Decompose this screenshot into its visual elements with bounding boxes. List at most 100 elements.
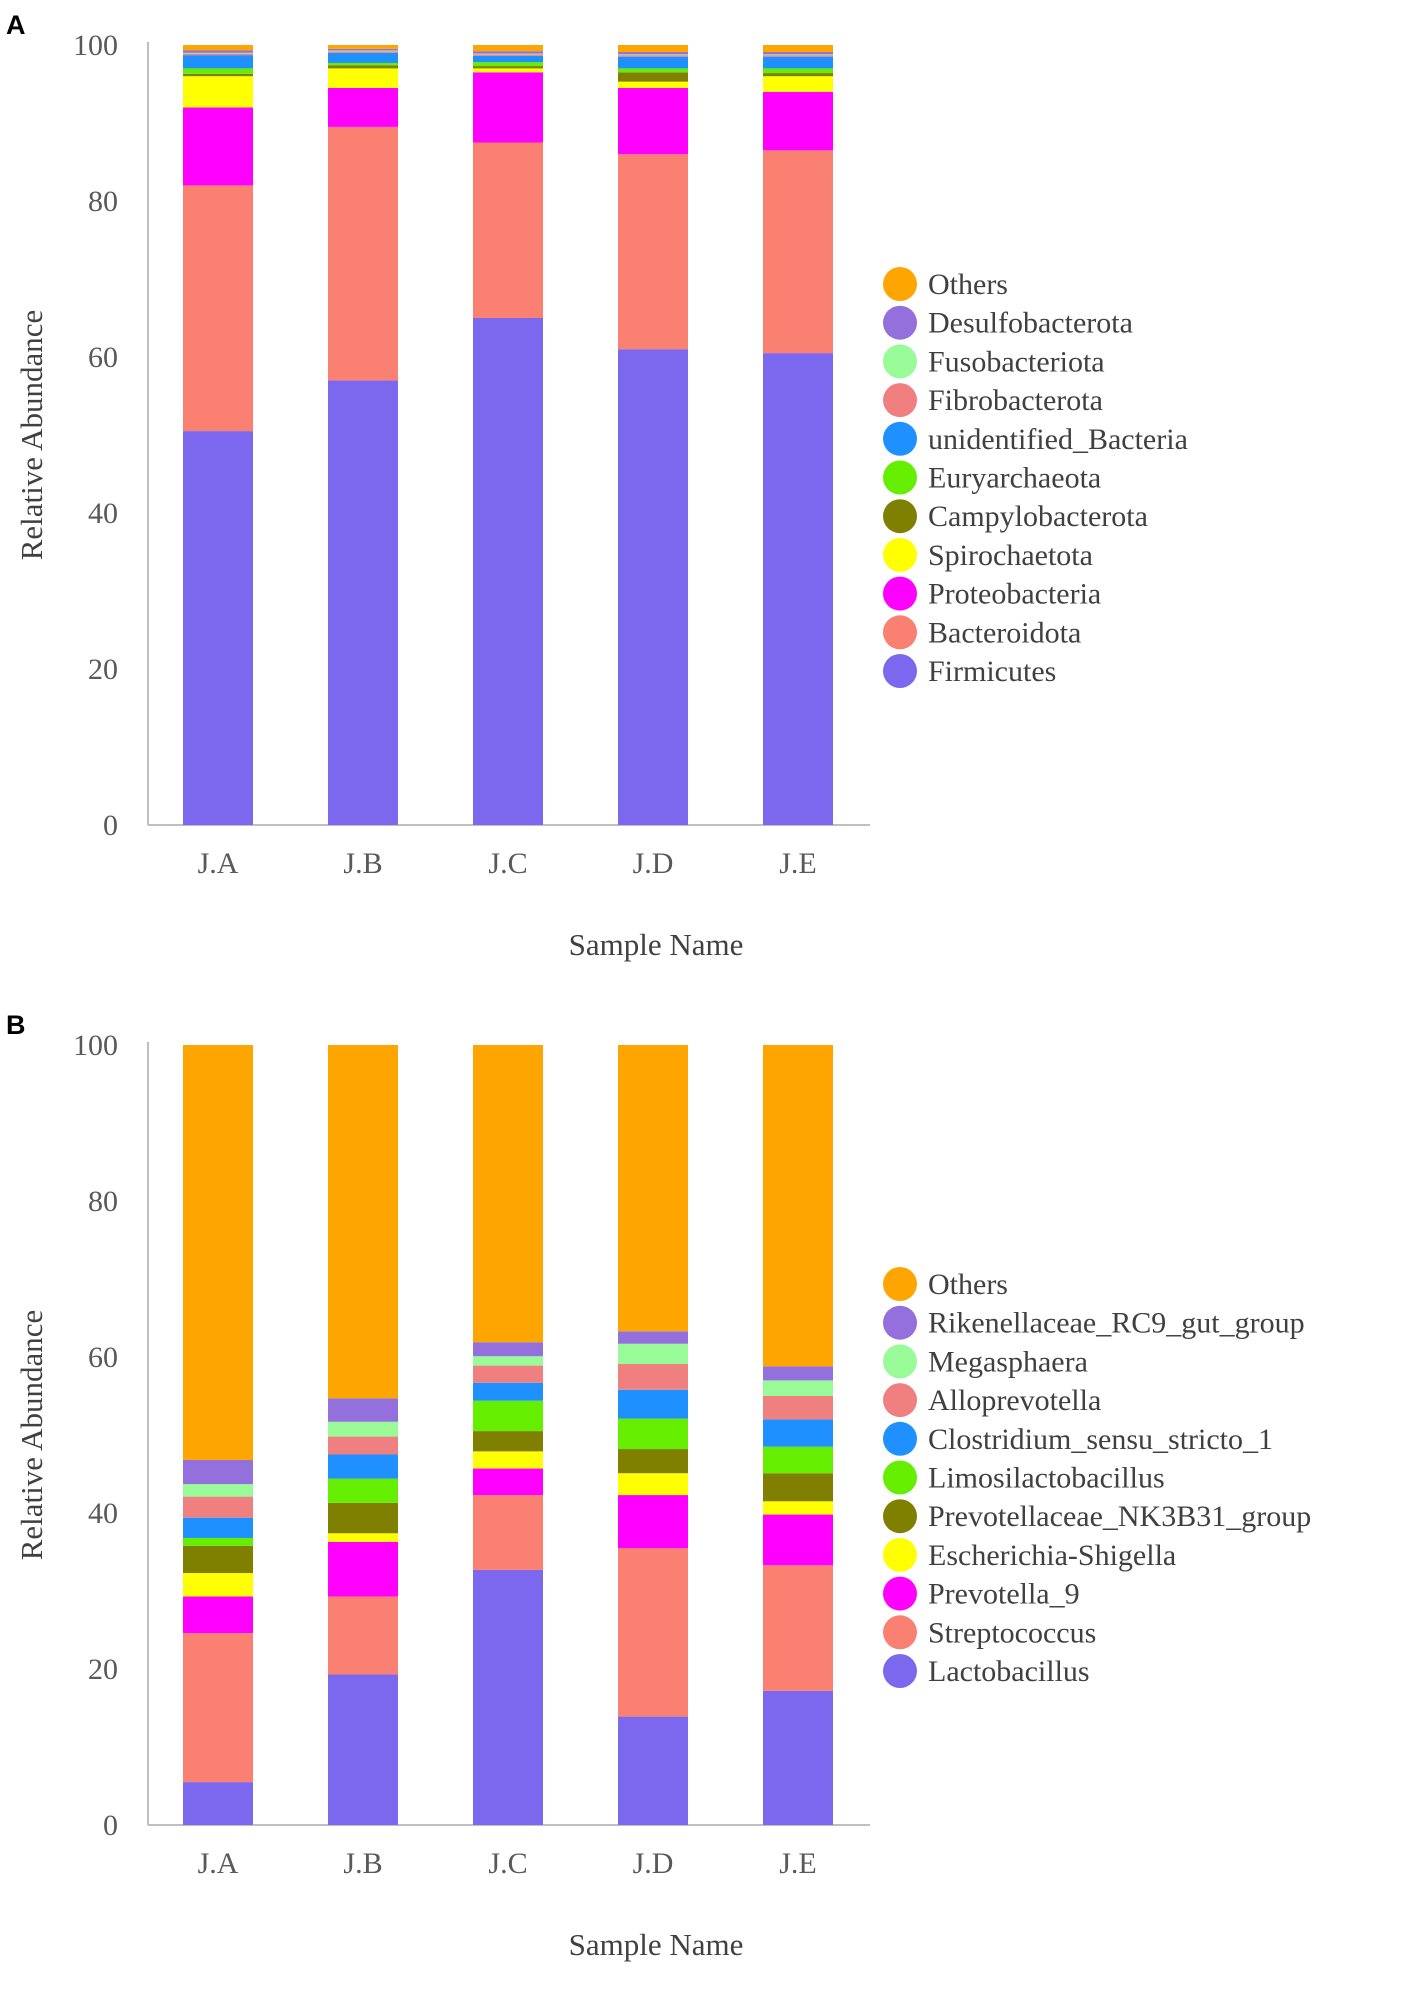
bar-segment: [473, 1569, 543, 1825]
bar-segment: [183, 1633, 253, 1783]
bar-segment: [763, 73, 833, 77]
x-tick-label: J.D: [633, 1847, 674, 1880]
bar-segment: [618, 55, 688, 57]
y-tick-label: 40: [88, 1497, 118, 1530]
bar-segment: [763, 1380, 833, 1396]
bar-segment: [473, 68, 543, 73]
legend-label: Spirochaetota: [928, 539, 1093, 572]
legend-marker: [883, 267, 917, 301]
bar-segment: [183, 1537, 253, 1546]
bar-segment: [618, 349, 688, 825]
legend-label: Others: [928, 268, 1008, 301]
bar-segment: [763, 45, 833, 53]
legend-label: Firmicutes: [928, 655, 1056, 688]
panel-b: B 0 20 40 60 80 100 J.A J.B J.C J.D J.E Sample Name…: [0, 1000, 1410, 1997]
x-tick-label: J.A: [198, 1847, 239, 1880]
bar-segment: [473, 1400, 543, 1432]
bar-segment: [473, 53, 543, 55]
bar-segment: [763, 1690, 833, 1825]
bar-segment: [328, 126, 398, 381]
bar-segment: [473, 1342, 543, 1357]
bar-segment: [763, 1446, 833, 1474]
bar-segment: [328, 1436, 398, 1455]
bar-segment: [183, 76, 253, 108]
chart-a: 0 20 40 60 80 100 J.A J.B J.C J.D J.E Sample Name Re…: [14, 29, 1188, 962]
legend-label: Limosilactobacillus: [928, 1462, 1165, 1495]
y-tick-label: 60: [88, 1341, 118, 1374]
legend-marker: [883, 654, 917, 688]
bar-segment: [328, 65, 398, 69]
bar-segment: [328, 45, 398, 49]
legend-label: unidentified_Bacteria: [928, 423, 1188, 456]
bar-segment: [328, 1541, 398, 1597]
x-axis-title: Sample Name: [569, 927, 744, 962]
bar-segment: [618, 87, 688, 155]
legend-marker: [883, 1499, 917, 1534]
bar-segment: [618, 1045, 688, 1332]
legend-marker: [883, 344, 917, 379]
bar-segment: [328, 62, 398, 66]
bar-segment: [618, 54, 688, 56]
legend-label: Prevotellaceae_NK3B31_group: [928, 1500, 1311, 1533]
bar-segment: [183, 73, 253, 77]
legend-marker: [883, 499, 917, 534]
bar-segment: [183, 52, 253, 54]
bar-segment: [763, 1565, 833, 1691]
legend-label: Escherichia-Shigella: [928, 1539, 1176, 1572]
legend-marker: [883, 305, 917, 340]
y-tick-label: 40: [88, 497, 118, 530]
bar-segment: [763, 52, 833, 55]
bar-segment: [473, 66, 543, 69]
bar-segment: [618, 1389, 688, 1419]
legend-marker: [883, 1344, 917, 1379]
bar-segment: [183, 107, 253, 186]
bar-segment: [183, 55, 253, 69]
bar-segment: [618, 1331, 688, 1344]
bar-segment: [473, 62, 543, 67]
legend-marker: [883, 1383, 917, 1418]
legend-label: Bacteroidota: [928, 616, 1081, 649]
bar-segment: [763, 55, 833, 57]
legend-label: Proteobacteria: [928, 578, 1101, 611]
bar-segment: [763, 1396, 833, 1420]
y-tick-label: 60: [88, 341, 118, 374]
legend-label: Rikenellaceae_RC9_gut_group: [928, 1307, 1305, 1340]
bar-segment: [183, 50, 253, 53]
bar-segment: [618, 81, 688, 88]
legend-label: Campylobacterota: [928, 500, 1148, 533]
legend-marker: [883, 421, 917, 456]
bar-segment: [473, 1045, 543, 1343]
bar-segment: [473, 1495, 543, 1570]
bar-segment: [328, 1421, 398, 1437]
bar-segment: [473, 318, 543, 825]
bar-segment: [328, 50, 398, 52]
bar-segment: [763, 1514, 833, 1566]
legend-marker: [883, 1576, 917, 1611]
bar-segment: [473, 142, 543, 318]
bar-segment: [183, 1496, 253, 1518]
legend-label: Clostridium_sensu_stricto_1: [928, 1423, 1273, 1456]
bar-segment: [618, 45, 688, 53]
legend-marker: [883, 1421, 917, 1456]
x-tick-label: J.B: [343, 1847, 382, 1880]
x-tick-label: J.A: [198, 847, 239, 880]
bar-segment: [328, 1596, 398, 1675]
bar-segment: [618, 1364, 688, 1390]
bar-segment: [183, 1573, 253, 1597]
bar-segment: [183, 1459, 253, 1485]
bar-segment: [183, 53, 253, 56]
bar-segment: [183, 185, 253, 432]
legend-label: Fibrobacterota: [928, 384, 1103, 417]
bar-segment: [763, 1473, 833, 1502]
bar-segment: [763, 1501, 833, 1515]
bar-segment: [183, 45, 253, 51]
legend-label: Fusobacteriota: [928, 345, 1105, 378]
legend-label: Euryarchaeota: [928, 462, 1101, 495]
bar-segment: [328, 1502, 398, 1534]
bar-segment: [473, 1468, 543, 1496]
legend-label: Alloprevotella: [928, 1384, 1101, 1417]
bar-segment: [618, 1548, 688, 1717]
bar-segment: [473, 1382, 543, 1401]
bar-segment: [763, 1366, 833, 1381]
bar-segment: [473, 1451, 543, 1469]
